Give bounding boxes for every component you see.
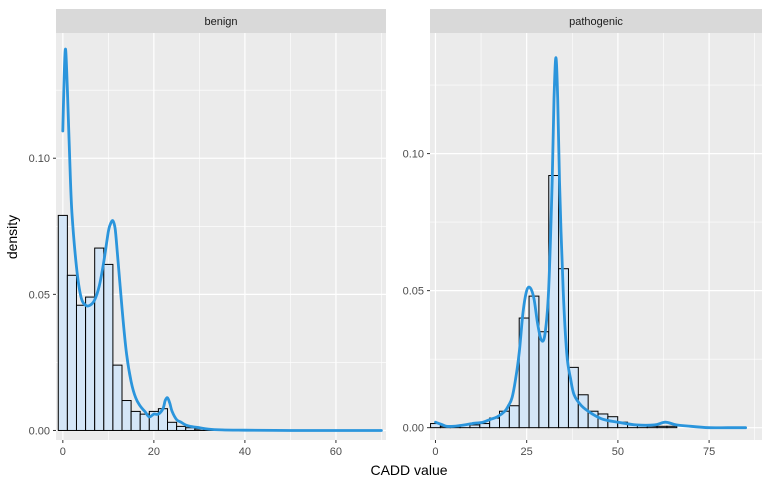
histogram-bar (167, 421, 178, 431)
x-tick-label: 75 (703, 446, 715, 458)
histogram-bar (538, 331, 550, 429)
histogram-bar (469, 424, 481, 429)
y-tick-label: 0.00 (403, 423, 424, 435)
histogram-bar (121, 400, 132, 431)
facet-panel-benign: benign 0 20 40 60 0.00 0.05 0.10 (29, 9, 386, 458)
y-tick-label: 0.10 (29, 153, 50, 165)
histogram-bar (103, 263, 114, 431)
histogram-bar (66, 274, 77, 431)
x-tick-label: 60 (330, 446, 342, 458)
histogram-bar (75, 304, 87, 431)
histogram-bar (666, 425, 678, 429)
x-tick-label: 25 (521, 446, 533, 458)
y-tick-label: 0.05 (29, 289, 50, 301)
x-tick-label: 50 (612, 446, 624, 458)
density-curve (434, 56, 747, 430)
y-tick-label: 0.10 (403, 149, 424, 161)
histogram-bar (112, 364, 123, 431)
density-curve (61, 47, 383, 432)
y-axis-title: density (4, 215, 20, 259)
facet-panel-pathogenic: pathogenic 0 25 50 75 0.00 0.05 0.10 (403, 9, 762, 458)
x-tick-label: 20 (148, 446, 160, 458)
facet-strip (56, 9, 386, 33)
facet-panels: benign 0 20 40 60 0.00 0.05 0.10 pathogenic 0 25 50… (29, 9, 762, 458)
x-axis-title: CADD value (370, 462, 447, 478)
facet-strip-label: pathogenic (569, 16, 623, 28)
panel-background (430, 33, 762, 440)
histogram-bar (85, 296, 96, 431)
y-tick-label: 0.05 (403, 286, 424, 298)
histogram-bar (176, 425, 187, 431)
histogram-bars (57, 214, 250, 431)
histogram-bar (57, 214, 68, 431)
y-tick-label: 0.00 (29, 425, 50, 437)
histogram-bar (130, 410, 141, 431)
x-tick-label: 40 (239, 446, 251, 458)
facet-strip-label: benign (204, 16, 237, 28)
histogram-bar (479, 423, 491, 429)
x-tick-label: 0 (60, 446, 66, 458)
x-tick-label: 0 (432, 446, 438, 458)
histogram-bar (508, 405, 520, 429)
histogram-bar (656, 425, 668, 429)
facet-strip (430, 9, 762, 33)
